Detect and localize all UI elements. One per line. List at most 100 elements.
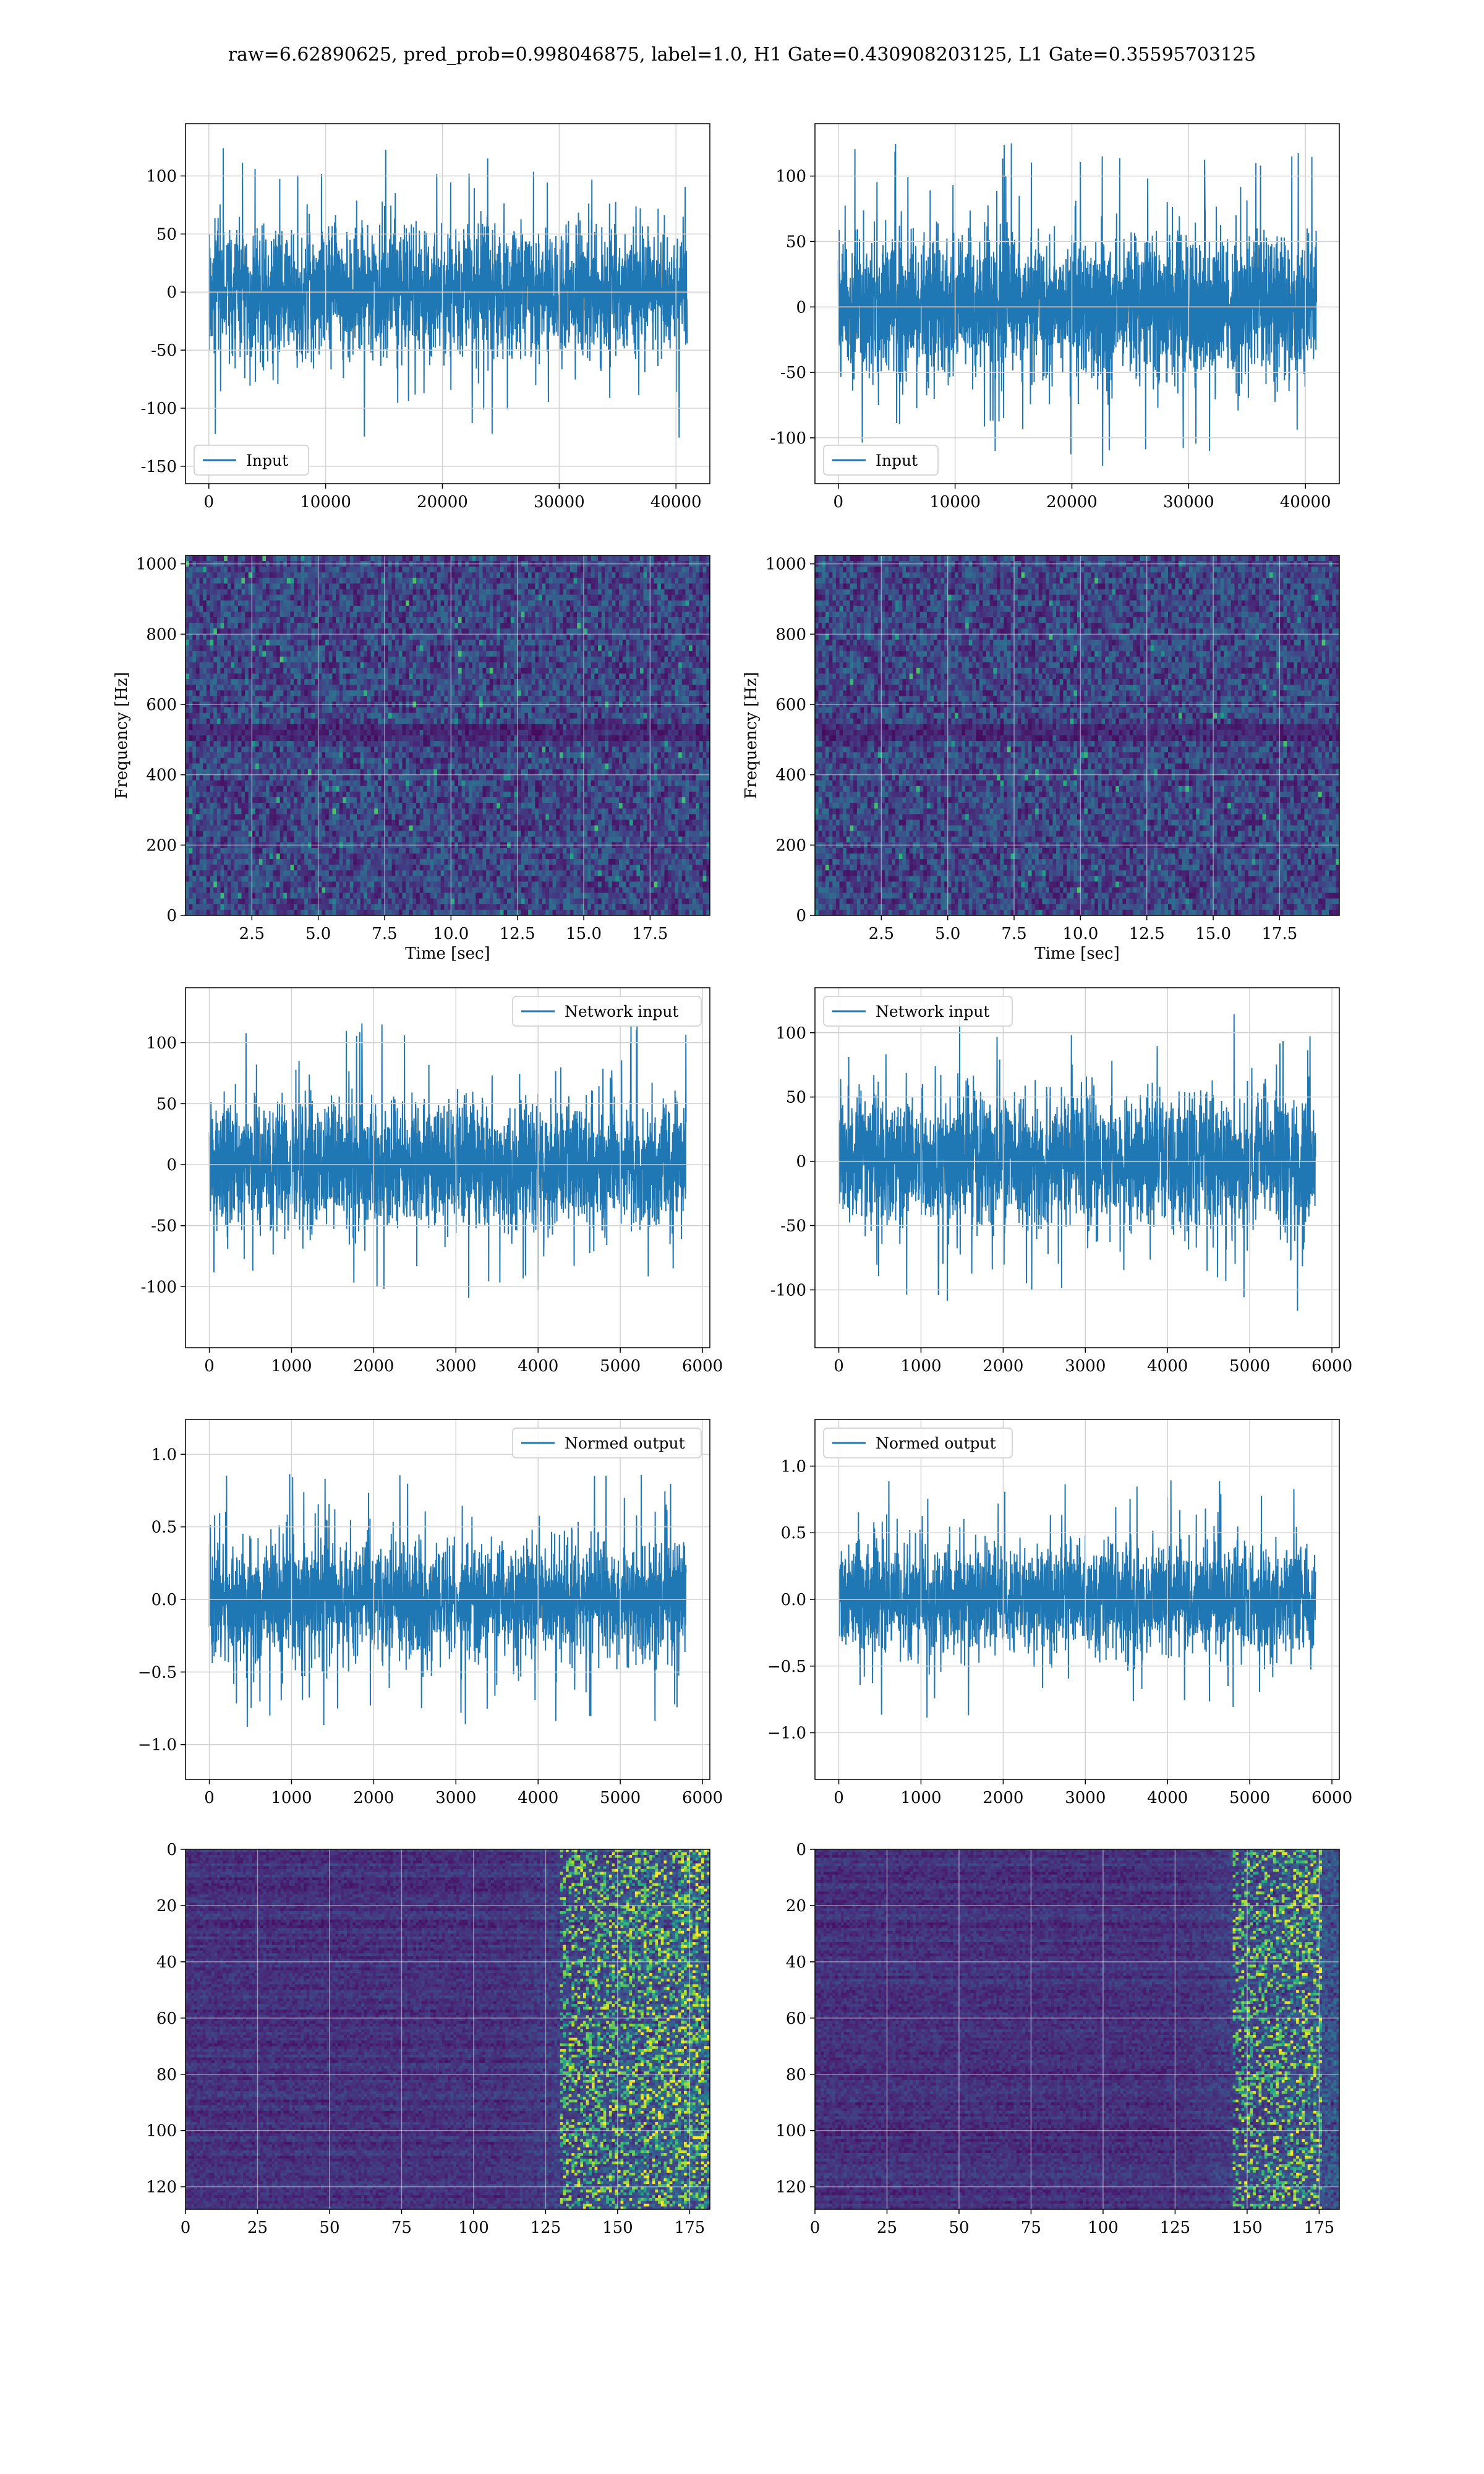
- heatmap-cell: [346, 893, 350, 899]
- heatmap-cell: [403, 775, 406, 781]
- heatmap-cell: [210, 881, 214, 888]
- heatmap-cell: [451, 572, 455, 578]
- heatmap-cell: [203, 893, 207, 899]
- heatmap-cell: [210, 578, 214, 584]
- heatmap-cell: [360, 640, 364, 646]
- heatmap-cell: [308, 612, 312, 618]
- heatmap-cell: [287, 617, 291, 623]
- heatmap-cell: [427, 646, 430, 652]
- heatmap-cell: [308, 775, 312, 781]
- heatmap-cell: [207, 820, 210, 826]
- heatmap-cell: [406, 893, 409, 899]
- heatmap-cell: [224, 696, 228, 702]
- heatmap-cell: [266, 837, 270, 843]
- heatmap-cell: [399, 713, 403, 719]
- heatmap-cell: [423, 696, 427, 702]
- heatmap-cell: [228, 910, 231, 916]
- heatmap-cell: [270, 831, 273, 837]
- heatmap-cell: [357, 758, 360, 764]
- heatmap-cell: [336, 893, 339, 899]
- heatmap-cell: [444, 651, 448, 657]
- heatmap-cell: [301, 741, 305, 747]
- heatmap-cell: [238, 876, 242, 882]
- heatmap-cell: [392, 881, 396, 888]
- heatmap-cell: [399, 646, 403, 652]
- heatmap-cell: [371, 797, 375, 803]
- heatmap-cell: [332, 848, 336, 854]
- heatmap-cell: [266, 747, 270, 753]
- heatmap-cell: [374, 662, 378, 669]
- heatmap-cell: [234, 696, 238, 702]
- heatmap-cell: [441, 668, 445, 674]
- heatmap-cell: [259, 831, 263, 837]
- heatmap-cell: [283, 640, 287, 646]
- heatmap-cell: [217, 781, 221, 787]
- heatmap-cell: [252, 696, 255, 702]
- heatmap-cell: [343, 634, 346, 640]
- heatmap-cell: [360, 826, 364, 832]
- heatmap-cell: [346, 904, 350, 910]
- heatmap-cell: [318, 747, 322, 753]
- heatmap-cell: [332, 786, 336, 792]
- heatmap-cell: [238, 583, 242, 589]
- heatmap-cell: [395, 792, 399, 798]
- heatmap-cell: [287, 797, 291, 803]
- heatmap-cell: [427, 634, 430, 640]
- y-tick-label: -50: [151, 341, 177, 360]
- heatmap-cell: [217, 792, 221, 798]
- heatmap-cell: [276, 752, 280, 758]
- heatmap-cell: [255, 646, 259, 652]
- heatmap-cell: [339, 583, 343, 589]
- heatmap-cell: [332, 617, 336, 623]
- heatmap-cell: [367, 640, 371, 646]
- heatmap-cell: [416, 848, 420, 854]
- heatmap-cell: [427, 741, 430, 747]
- heatmap-cell: [346, 572, 350, 578]
- heatmap-cell: [241, 601, 245, 607]
- heatmap-cell: [416, 730, 420, 736]
- heatmap-cell: [374, 567, 378, 573]
- heatmap-cell: [346, 708, 350, 714]
- heatmap-cell: [329, 781, 333, 787]
- heatmap-cell: [259, 899, 263, 905]
- heatmap-cell: [350, 724, 354, 730]
- heatmap-cell: [433, 837, 437, 843]
- heatmap-cell: [207, 696, 210, 702]
- heatmap-cell: [259, 623, 263, 629]
- heatmap-cell: [291, 572, 294, 578]
- heatmap-cell: [270, 741, 273, 747]
- heatmap-cell: [374, 735, 378, 742]
- heatmap-cell: [270, 719, 273, 725]
- heatmap-cell: [353, 679, 357, 685]
- heatmap-cell: [325, 848, 329, 854]
- heatmap-cell: [312, 713, 315, 719]
- heatmap-cell: [444, 690, 448, 696]
- heatmap-cell: [346, 870, 350, 876]
- heatmap-cell: [441, 572, 445, 578]
- heatmap-cell: [399, 820, 403, 826]
- heatmap-cell: [444, 719, 448, 725]
- heatmap-cell: [385, 589, 388, 596]
- heatmap-cell: [270, 870, 273, 876]
- heatmap-cell: [213, 662, 217, 669]
- heatmap-cell: [217, 865, 221, 871]
- heatmap-cell: [200, 741, 203, 747]
- heatmap-cell: [196, 646, 200, 652]
- heatmap-cell: [416, 696, 420, 702]
- heatmap-cell: [312, 792, 315, 798]
- heatmap-cell: [437, 769, 441, 776]
- heatmap-cell: [416, 888, 420, 894]
- heatmap-cell: [297, 854, 301, 860]
- heatmap-cell: [444, 893, 448, 899]
- heatmap-cell: [388, 904, 392, 910]
- heatmap-cell: [270, 724, 273, 730]
- heatmap-cell: [291, 910, 294, 916]
- heatmap-cell: [416, 674, 420, 680]
- heatmap-cell: [207, 808, 210, 815]
- heatmap-cell: [192, 881, 196, 888]
- heatmap-cell: [388, 848, 392, 854]
- heatmap-cell: [210, 797, 214, 803]
- heatmap-cell: [403, 696, 406, 702]
- heatmap-cell: [346, 578, 350, 584]
- heatmap-cell: [346, 797, 350, 803]
